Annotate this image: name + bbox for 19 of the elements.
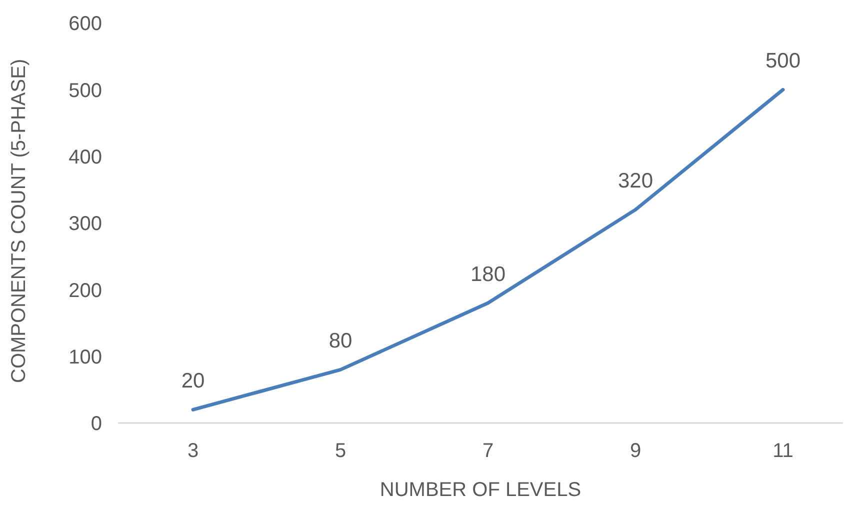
data-label: 320 [618,170,654,193]
y-tick-label: 200 [68,280,102,302]
data-label: 180 [470,263,506,286]
y-axis-title: COMPONENTS COUNT (5-PHASE) [8,58,30,383]
data-label: 500 [765,50,801,73]
x-tick-label: 9 [630,440,642,462]
data-label: 20 [181,370,205,393]
x-tick-label: 7 [482,440,494,462]
y-tick-label: 500 [68,80,102,102]
y-tick-label: 600 [68,13,102,36]
x-tick-label: 3 [187,440,199,462]
x-tick-label: 11 [772,440,794,462]
x-tick-label: 5 [334,440,346,462]
data-label: 80 [328,330,352,353]
y-tick-label: 300 [68,213,102,236]
x-axis-title: NUMBER OF LEVELS [380,479,582,501]
y-tick-label: 0 [90,413,102,436]
y-tick-label: 400 [68,146,102,168]
y-tick-label: 100 [68,346,102,368]
